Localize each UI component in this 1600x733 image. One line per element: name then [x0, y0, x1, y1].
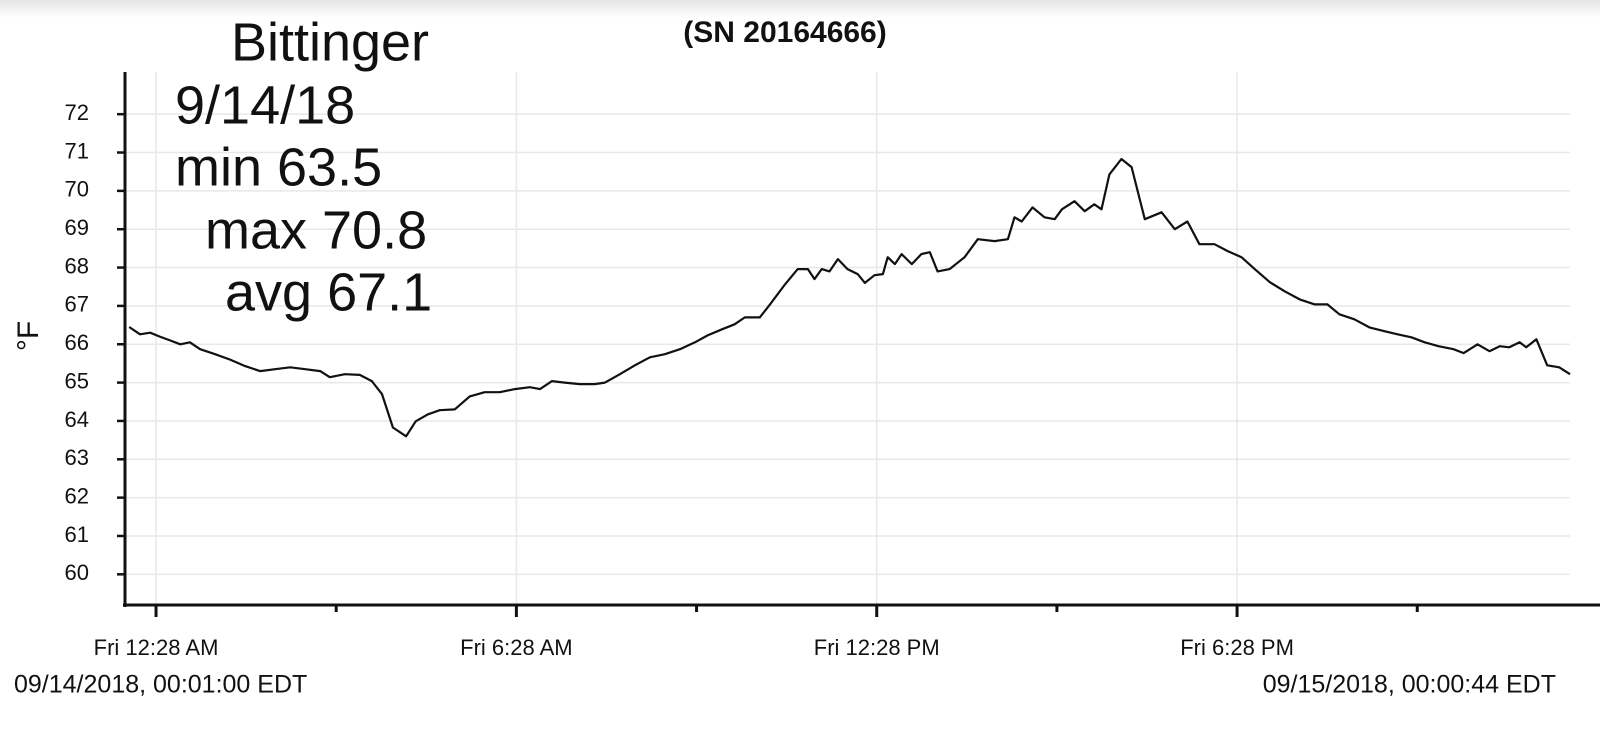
y-tick-label: 71 — [65, 138, 89, 163]
plot: 60 61 62 63 64 65 66 67 68 69 70 71 72 Fri 12:28 AM Fr… — [65, 72, 1600, 660]
end-time: 09/15/2018, 00:00:44 EDT — [1263, 671, 1556, 699]
start-time: 09/14/2018, 00:01:00 EDT — [14, 671, 307, 699]
x-tick-label: Fri 12:28 PM — [814, 635, 940, 660]
annotation: 9/14/18 — [175, 75, 355, 135]
y-tick-label: 69 — [65, 215, 89, 240]
y-tick-label: 65 — [65, 368, 89, 393]
y-tick-label: 67 — [65, 292, 89, 317]
x-tick-label: Fri 6:28 AM — [460, 635, 572, 660]
annotation: max 70.8 — [205, 200, 427, 260]
annotation: Bittinger — [231, 12, 429, 72]
annotation: avg 67.1 — [225, 262, 432, 322]
y-tick-label: 61 — [65, 522, 89, 547]
y-tick-label: 60 — [65, 560, 89, 585]
y-tick-label: 63 — [65, 445, 89, 470]
y-tick-label: 66 — [65, 330, 89, 355]
y-tick-label: 68 — [65, 253, 89, 278]
y-tick-label: 64 — [65, 407, 89, 432]
y-tick-label: 62 — [65, 483, 89, 508]
y-tick-label: 72 — [65, 100, 89, 125]
top-shadow — [0, 0, 1600, 18]
annotation: min 63.5 — [175, 137, 382, 197]
x-tick-label: Fri 6:28 PM — [1180, 635, 1294, 660]
x-tick-label: Fri 12:28 AM — [94, 635, 219, 660]
chart-title: (SN 20164666) — [683, 16, 886, 49]
data-line — [128, 157, 1571, 438]
y-tick-label: 70 — [65, 177, 89, 202]
y-axis-label: °F — [12, 321, 45, 351]
